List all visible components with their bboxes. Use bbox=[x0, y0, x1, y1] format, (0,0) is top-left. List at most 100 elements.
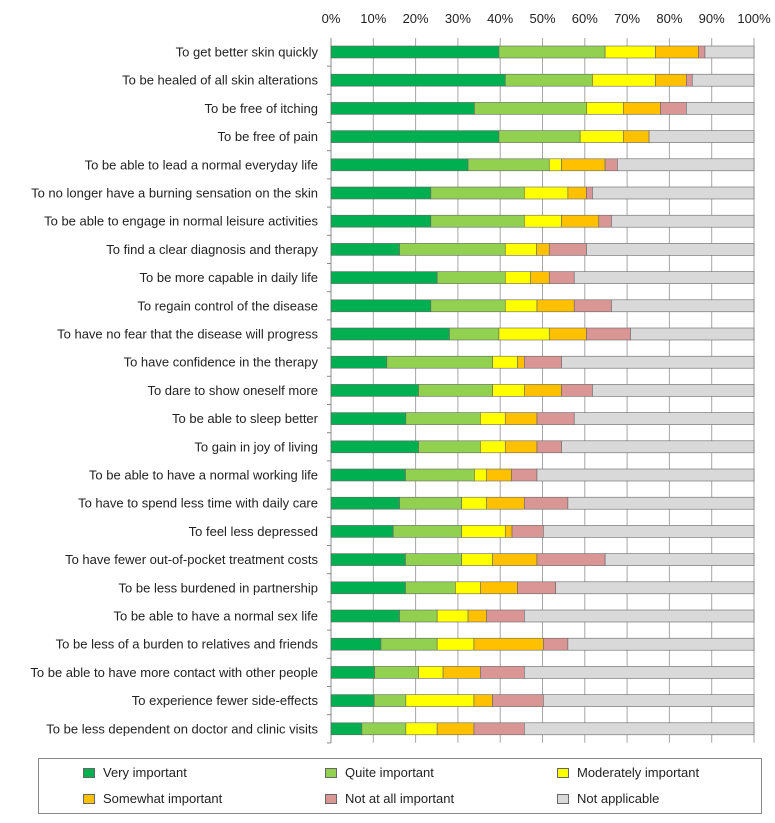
category-label: To be less of a burden to relatives and … bbox=[56, 637, 319, 652]
bar-segment-moderately-important bbox=[492, 355, 518, 369]
x-tick-label: 100% bbox=[737, 11, 771, 26]
bar-segment-very-important bbox=[330, 581, 406, 595]
bar-segment-not-at-all-important bbox=[604, 158, 618, 172]
legend-swatch bbox=[557, 793, 569, 804]
category-label: To no longer have a burning sensation on… bbox=[31, 186, 318, 201]
bar-segment-not-at-all-important bbox=[561, 384, 593, 397]
legend-swatch bbox=[83, 793, 95, 804]
category-label: To regain control of the disease bbox=[137, 298, 318, 313]
bar-segment-somewhat-important bbox=[486, 496, 525, 510]
bar-segment-quite-important bbox=[399, 609, 438, 623]
legend: Very important Quite important Moderately … bbox=[38, 758, 762, 814]
bar-segment-very-important bbox=[330, 130, 500, 143]
bar-segment-very-important bbox=[330, 45, 500, 59]
bar-segment-quite-important bbox=[504, 73, 593, 87]
bar-segment-not-at-all-important bbox=[524, 496, 569, 510]
bar-segment-very-important bbox=[330, 73, 506, 87]
bar-segment-somewhat-important bbox=[530, 271, 550, 284]
bar-segment-not-at-all-important bbox=[536, 412, 575, 425]
bar-segment-somewhat-important bbox=[567, 186, 587, 200]
bar-segment-moderately-important bbox=[524, 214, 562, 228]
category-label: To get better skin quickly bbox=[176, 45, 319, 60]
legend-item: Not at all important bbox=[325, 791, 454, 806]
x-tick-label: 70% bbox=[614, 11, 640, 26]
legend-item: Not applicable bbox=[557, 791, 659, 806]
category-label: To be able to engage in normal leisure a… bbox=[44, 214, 318, 229]
bar-segment-moderately-important bbox=[474, 468, 487, 482]
bar-segment-very-important bbox=[330, 243, 400, 256]
bar-segment-quite-important bbox=[467, 158, 550, 172]
bar-segment-quite-important bbox=[405, 553, 463, 566]
bar-segment-very-important bbox=[330, 158, 469, 172]
bar-segment-very-important bbox=[330, 440, 419, 454]
bar-segment-not-applicable bbox=[604, 553, 755, 566]
category-label: To dare to show oneself more bbox=[147, 383, 318, 398]
bar-segment-not-at-all-important bbox=[492, 694, 544, 707]
bar-segment-somewhat-important bbox=[561, 214, 600, 228]
bar-segment-somewhat-important bbox=[486, 468, 512, 482]
bar-segment-not-applicable bbox=[617, 158, 755, 172]
legend-item: Somewhat important bbox=[83, 791, 222, 806]
bar-segment-moderately-important bbox=[461, 553, 493, 566]
bar-segment-somewhat-important bbox=[536, 299, 575, 313]
bar-segment-quite-important bbox=[449, 327, 500, 341]
bar-segment-very-important bbox=[330, 666, 375, 679]
x-tick-label: 50% bbox=[529, 11, 555, 26]
bar-segment-very-important bbox=[330, 496, 400, 510]
bar-segment-not-at-all-important bbox=[543, 637, 569, 651]
bar-segment-very-important bbox=[330, 609, 400, 623]
bar-segment-not-applicable bbox=[592, 186, 755, 200]
category-label: To be healed of all skin alterations bbox=[122, 73, 318, 88]
bar-segment-moderately-important bbox=[498, 327, 550, 341]
bar-segment-not-applicable bbox=[611, 214, 755, 228]
bar-segment-not-applicable bbox=[543, 694, 755, 707]
bar-segment-somewhat-important bbox=[622, 130, 650, 143]
bar-segment-very-important bbox=[330, 553, 406, 566]
bar-segment-moderately-important bbox=[524, 186, 569, 200]
bar-segment-very-important bbox=[330, 186, 432, 200]
category-label: To be free of pain bbox=[218, 129, 318, 144]
bar-segment-somewhat-important bbox=[442, 666, 481, 679]
bar-segment-quite-important bbox=[405, 412, 481, 425]
bar-segment-moderately-important bbox=[504, 243, 537, 256]
bar-segment-quite-important bbox=[436, 271, 506, 284]
category-label: To have to spend less time with daily ca… bbox=[78, 496, 318, 511]
category-label: To have no fear that the disease will pr… bbox=[57, 327, 318, 342]
bar-segment-moderately-important bbox=[436, 637, 475, 651]
bar-segment-somewhat-important bbox=[504, 525, 513, 538]
bar-segment-moderately-important bbox=[548, 158, 562, 172]
bar-segment-quite-important bbox=[498, 45, 606, 59]
bar-segment-not-at-all-important bbox=[536, 440, 562, 454]
category-label: To be able to lead a normal everyday lif… bbox=[85, 157, 318, 172]
bar-segment-not-applicable bbox=[691, 73, 755, 87]
bar-segment-moderately-important bbox=[418, 666, 444, 679]
bar-segment-not-at-all-important bbox=[524, 355, 562, 369]
category-label: To be able to have a normal working life bbox=[89, 468, 318, 483]
bar-segment-moderately-important bbox=[504, 299, 538, 313]
bar-segment-somewhat-important bbox=[492, 553, 538, 566]
bar-segment-not-at-all-important bbox=[517, 581, 556, 595]
bar-segment-moderately-important bbox=[480, 412, 506, 425]
bar-segment-not-at-all-important bbox=[686, 73, 693, 87]
bar-segment-not-at-all-important bbox=[511, 468, 538, 482]
bar-segment-quite-important bbox=[418, 440, 481, 454]
bar-segment-not-applicable bbox=[573, 271, 755, 284]
bar-segment-somewhat-important bbox=[536, 243, 550, 256]
bar-segment-not-at-all-important bbox=[480, 666, 525, 679]
x-tick-label: 80% bbox=[656, 11, 682, 26]
category-label: To find a clear diagnosis and therapy bbox=[106, 242, 318, 257]
bar-segment-quite-important bbox=[474, 102, 587, 115]
bar-segment-moderately-important bbox=[586, 102, 624, 115]
bar-segment-quite-important bbox=[405, 468, 475, 482]
bar-segment-not-applicable bbox=[567, 496, 755, 510]
bar-segment-somewhat-important bbox=[473, 637, 544, 651]
bar-segment-not-applicable bbox=[586, 243, 755, 256]
bar-segment-quite-important bbox=[430, 186, 525, 200]
legend-swatch bbox=[83, 767, 95, 778]
bar-segment-not-at-all-important bbox=[586, 186, 593, 200]
bar-segment-very-important bbox=[330, 637, 382, 651]
bar-segment-not-applicable bbox=[561, 355, 755, 369]
x-tick-label: 90% bbox=[699, 11, 725, 26]
legend-swatch bbox=[557, 767, 569, 778]
legend-swatch bbox=[325, 767, 337, 778]
